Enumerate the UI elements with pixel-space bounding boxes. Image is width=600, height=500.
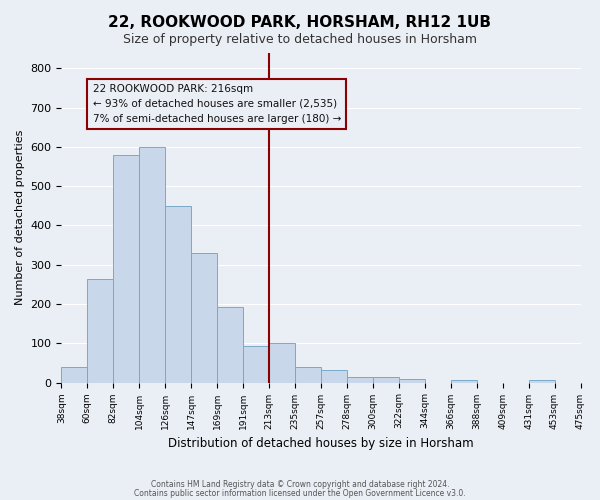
Bar: [61, 367, 88, 382]
Bar: [88, 279, 113, 382]
Text: 22 ROOKWOOD PARK: 216sqm
← 93% of detached houses are smaller (2,535)
7% of semi: 22 ROOKWOOD PARK: 216sqm ← 93% of detach…: [92, 84, 341, 124]
Bar: [529, 380, 554, 382]
Bar: [243, 346, 269, 383]
Y-axis label: Number of detached properties: Number of detached properties: [15, 130, 25, 305]
Bar: [451, 380, 476, 382]
Bar: [399, 378, 425, 382]
Bar: [217, 306, 243, 382]
Bar: [269, 343, 295, 382]
Bar: [191, 253, 217, 382]
Bar: [295, 367, 321, 382]
Text: 22, ROOKWOOD PARK, HORSHAM, RH12 1UB: 22, ROOKWOOD PARK, HORSHAM, RH12 1UB: [109, 15, 491, 30]
Bar: [113, 154, 139, 382]
Text: Size of property relative to detached houses in Horsham: Size of property relative to detached ho…: [123, 32, 477, 46]
Bar: [373, 376, 399, 382]
Bar: [139, 147, 165, 382]
Text: Contains public sector information licensed under the Open Government Licence v3: Contains public sector information licen…: [134, 488, 466, 498]
X-axis label: Distribution of detached houses by size in Horsham: Distribution of detached houses by size …: [168, 437, 474, 450]
Bar: [347, 376, 373, 382]
Bar: [321, 370, 347, 382]
Text: Contains HM Land Registry data © Crown copyright and database right 2024.: Contains HM Land Registry data © Crown c…: [151, 480, 449, 489]
Bar: [165, 206, 191, 382]
